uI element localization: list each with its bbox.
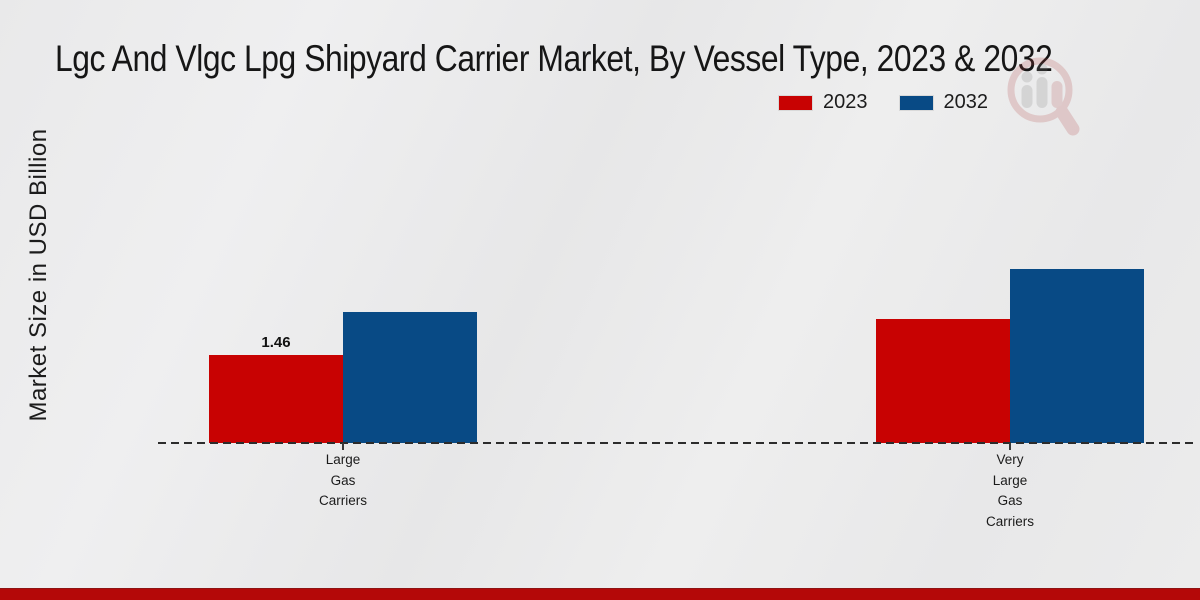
- legend-label: 2032: [943, 91, 989, 113]
- legend-item-2023: 2023: [778, 91, 868, 114]
- chart-title: Lgc And Vlgc Lpg Shipyard Carrier Market…: [55, 38, 1053, 79]
- legend: 2023 2032: [778, 91, 988, 114]
- bar-value-label: 1.46: [261, 334, 291, 351]
- bar-2023-very-large-gas-carriers: [876, 319, 1010, 443]
- bar-2032-very-large-gas-carriers: [1010, 269, 1144, 443]
- category-label-large-gas-carriers: Large Gas Carriers: [318, 452, 367, 508]
- legend-label: 2023: [823, 91, 868, 113]
- legend-swatch-2032: [898, 94, 934, 111]
- bar-2023-large-gas-carriers: [209, 355, 343, 443]
- bottom-accent-strip: [0, 588, 1200, 600]
- x-axis-tick: [1009, 443, 1011, 450]
- x-axis-baseline: [158, 442, 1193, 444]
- legend-swatch-2023: [778, 94, 813, 111]
- x-axis-tick: [342, 443, 344, 450]
- legend-item-2032: 2032: [898, 91, 989, 114]
- bar-2032-large-gas-carriers: [343, 312, 477, 443]
- category-label-very-large-gas-carriers: Very Large Gas Carriers: [985, 452, 1034, 529]
- magnifier-bar-chart-logo-watermark: [1007, 57, 1080, 136]
